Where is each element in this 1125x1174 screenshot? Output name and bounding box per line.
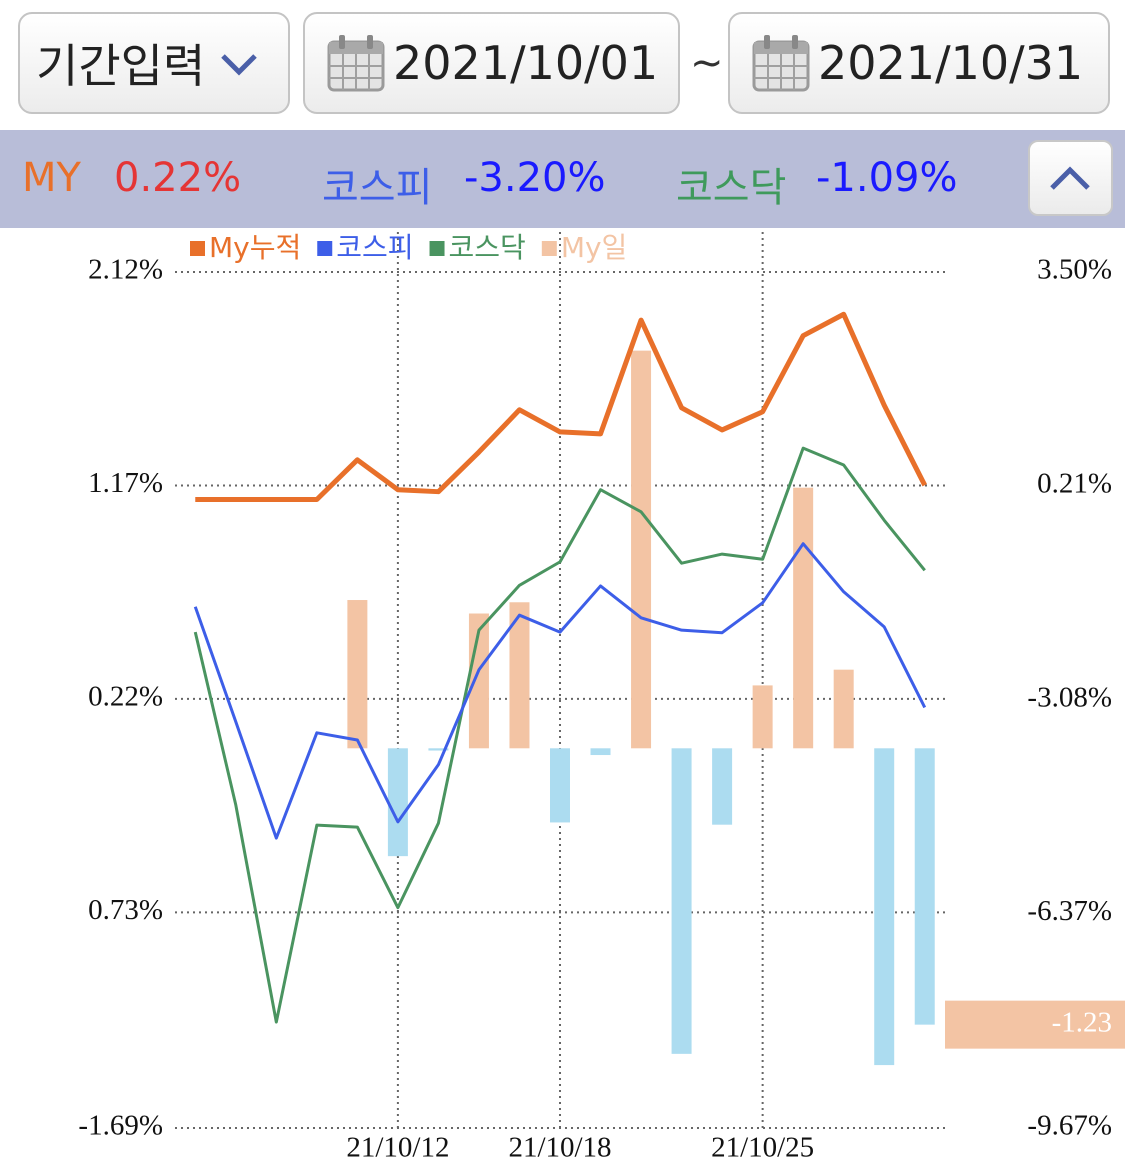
line <box>193 542 927 840</box>
line <box>195 311 927 502</box>
bar <box>387 748 408 857</box>
y-tick-label: -1.69% <box>78 1110 163 1142</box>
calendar-icon <box>752 35 810 92</box>
summary-label: MY <box>22 155 81 201</box>
bar <box>712 748 733 825</box>
bar <box>874 748 895 1066</box>
plot: 21/10/12 21/10/18 21/10/25 -1.69% 0.73% 0.22%… <box>78 231 1125 1164</box>
end-date: 2021/10/31 <box>818 36 1084 90</box>
y2-tick-label: 3.50% <box>1037 254 1112 286</box>
start-date-button[interactable]: 2021/10/01 <box>303 12 680 114</box>
bar <box>671 748 692 1054</box>
x-tick-label: 21/10/25 <box>711 1132 814 1164</box>
start-date: 2021/10/01 <box>393 36 659 90</box>
y-tick-label: 0.22% <box>88 681 163 713</box>
summary-label: 코스닥 <box>676 165 787 211</box>
legend-label: My누적 <box>209 231 301 264</box>
annotation-box <box>945 1000 1125 1049</box>
bar <box>509 602 530 749</box>
calendar-icon <box>327 35 385 92</box>
bar <box>793 487 814 749</box>
bar <box>631 350 652 749</box>
legend-label: My일 <box>561 231 628 264</box>
end-date-button[interactable]: 2021/10/31 <box>728 12 1110 114</box>
legend-label: 코스닥 <box>449 231 526 264</box>
dropdown-arrow <box>221 54 258 76</box>
bar <box>833 669 854 749</box>
bar <box>347 600 368 749</box>
bar <box>752 685 773 749</box>
y2-tick-label: -9.67% <box>1027 1110 1112 1142</box>
annotation: -1.23 <box>1052 1006 1112 1038</box>
y2-tick-label: -3.08% <box>1027 681 1112 713</box>
y2-tick-label: 0.21% <box>1037 467 1112 499</box>
legend-swatch <box>429 241 445 256</box>
date-separator: ~ <box>690 40 724 86</box>
collapse-button[interactable] <box>1028 140 1113 216</box>
chart: 21/10/12 21/10/18 21/10/25 -1.69% 0.73% 0.22%… <box>78 231 1125 1164</box>
y-tick-label: 2.12% <box>88 254 163 286</box>
bar <box>590 748 611 756</box>
line <box>193 446 926 1024</box>
summary-value: -3.20% <box>464 155 606 201</box>
period-dropdown[interactable]: 기간입력 <box>18 12 290 114</box>
bar <box>550 748 570 823</box>
bar <box>428 748 449 751</box>
summary-value: -1.09% <box>816 155 958 201</box>
legend-swatch <box>317 241 333 256</box>
y2-tick-label: -6.37% <box>1027 895 1112 927</box>
x-tick-label: 21/10/18 <box>508 1132 611 1164</box>
x-tick-label: 21/10/12 <box>346 1132 449 1164</box>
summary-label: 코스피 <box>322 165 433 211</box>
legend-swatch <box>190 241 205 256</box>
summary-band <box>0 130 1125 228</box>
y-tick-label: 0.73% <box>88 894 163 926</box>
y-tick-label: 1.17% <box>88 467 163 499</box>
bar <box>914 748 935 1025</box>
collapse-arrow <box>1050 166 1090 190</box>
period-select-text: 기간입력 <box>36 39 206 93</box>
legend-swatch <box>541 241 557 256</box>
legend-label: 코스피 <box>336 231 413 264</box>
summary-value: 0.22% <box>114 155 242 201</box>
